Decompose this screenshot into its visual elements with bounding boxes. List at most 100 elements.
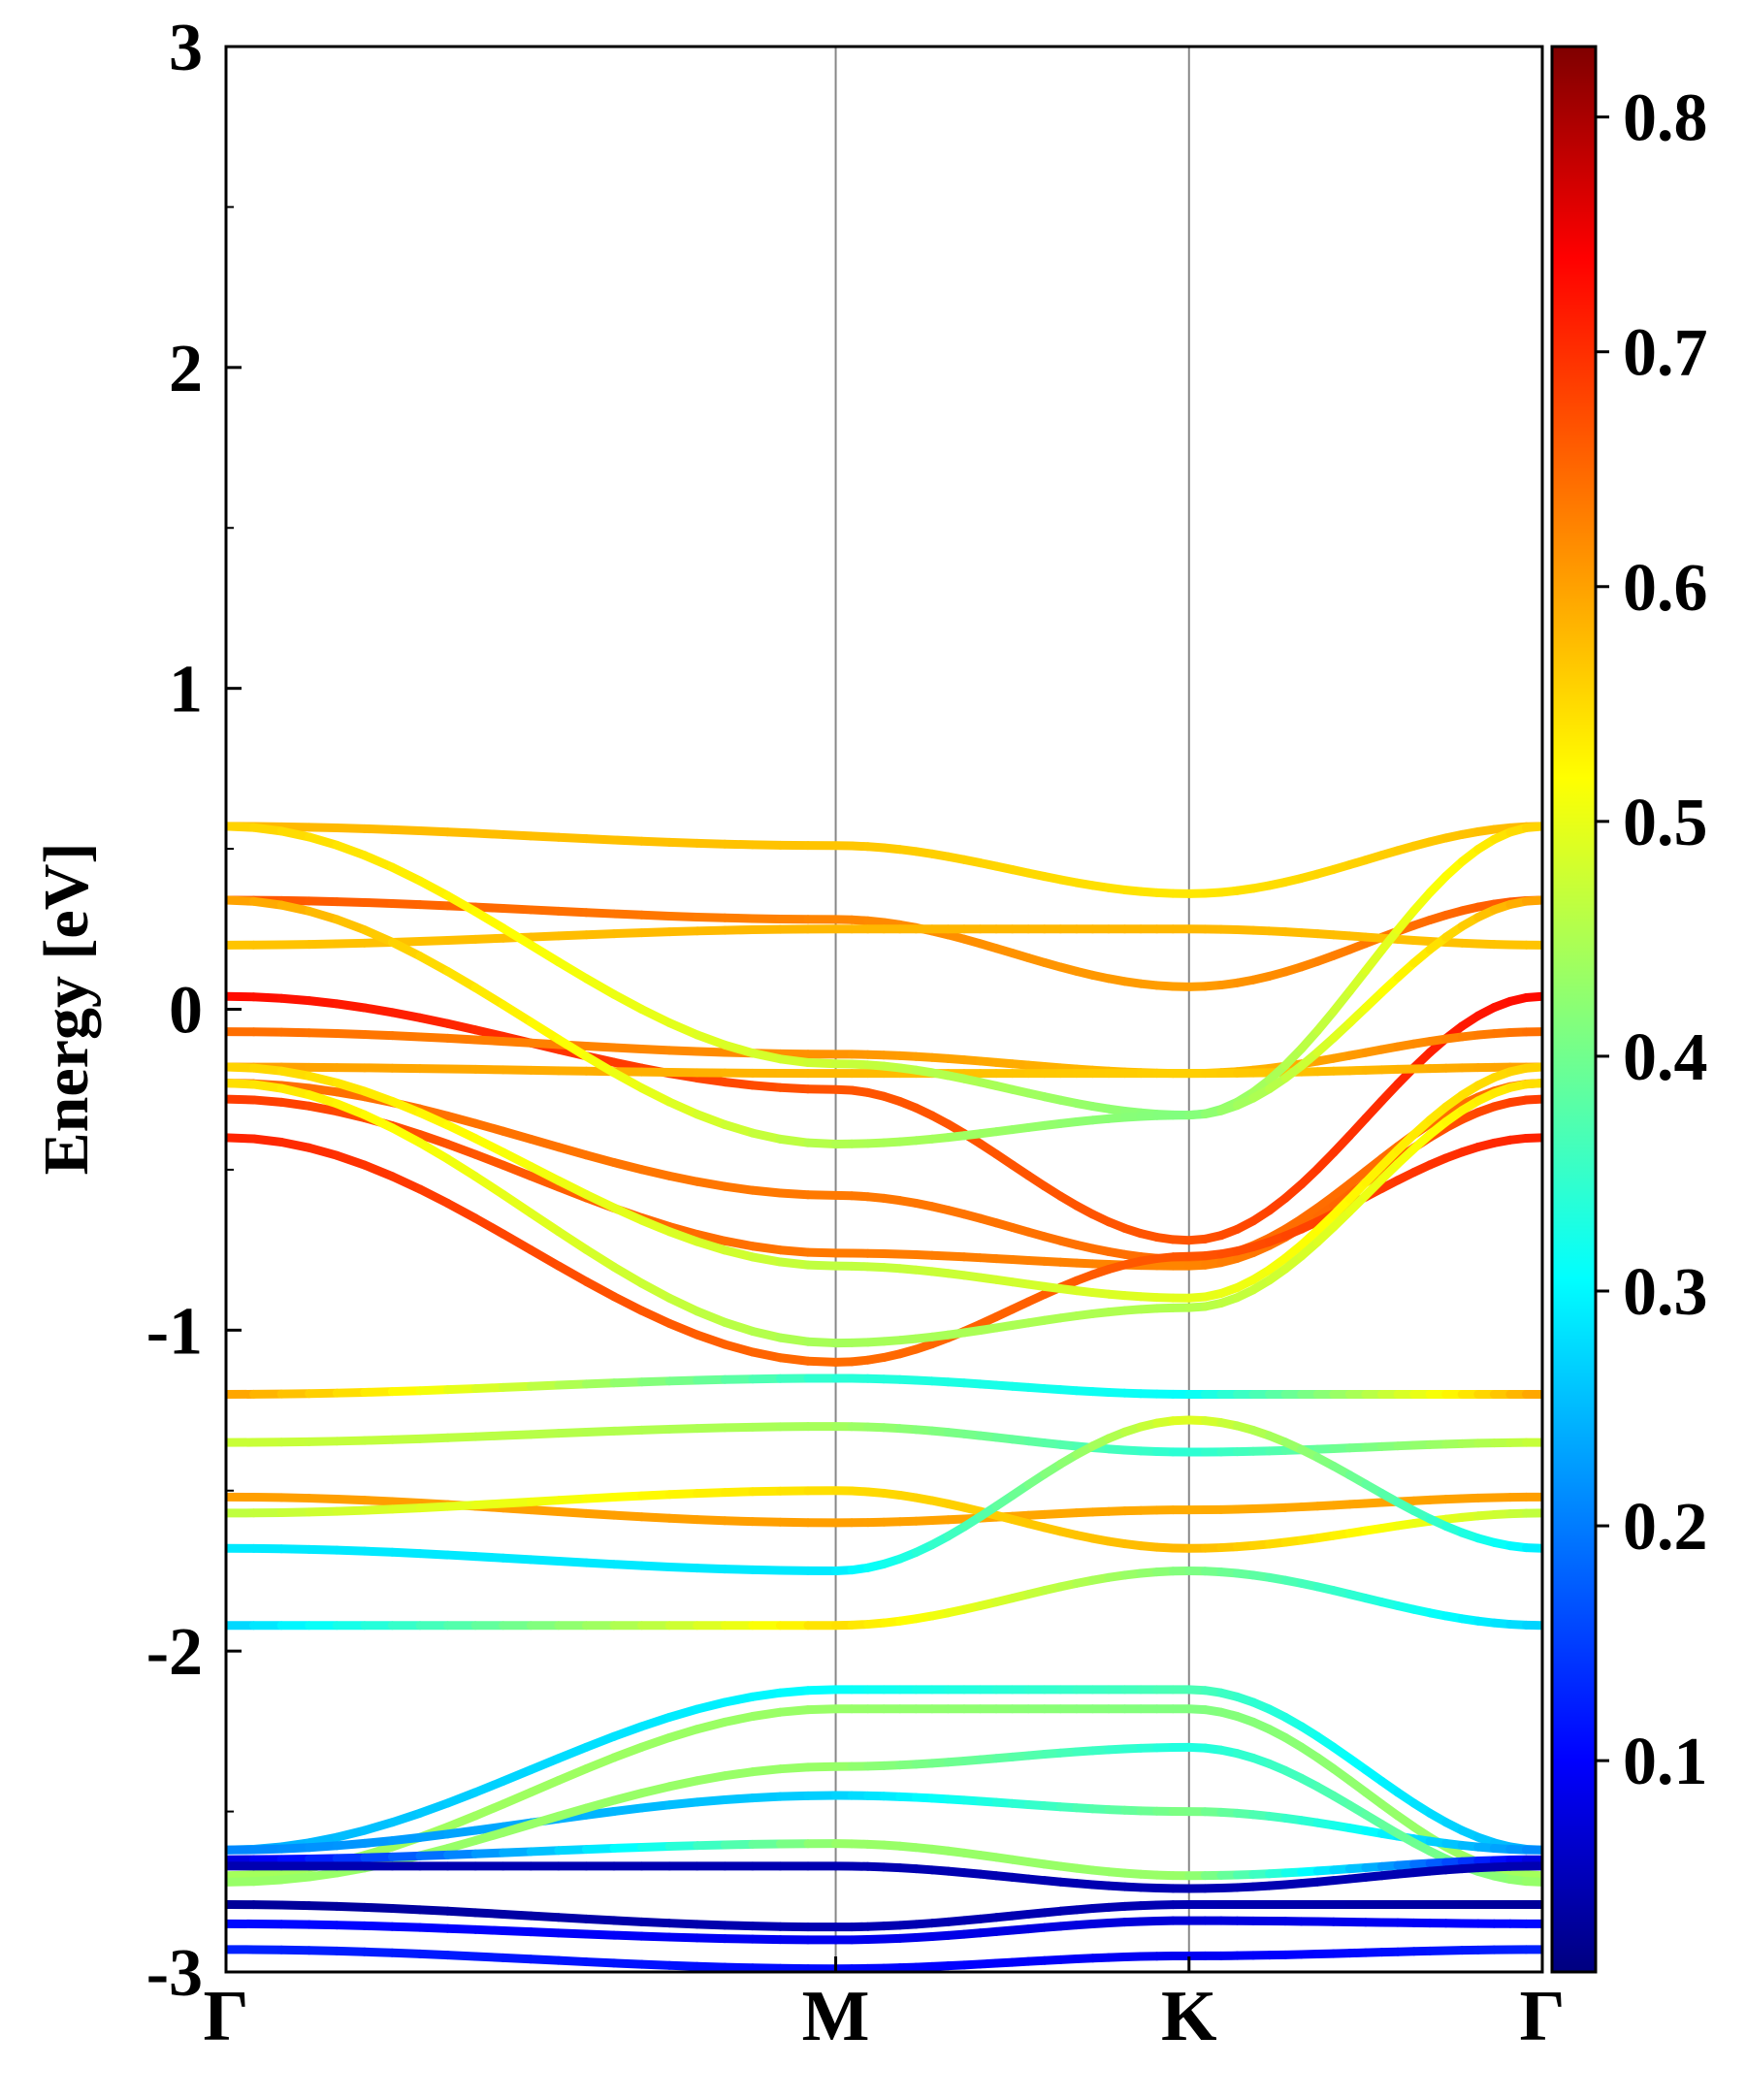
band-segment (420, 1189, 448, 1204)
y-axis-label: Energy [eV] (31, 843, 102, 1176)
band-segment (475, 1218, 503, 1234)
colorbar-tick-label: 0.8 (1623, 81, 1708, 156)
band-segment (642, 1717, 670, 1726)
band-segment (642, 1010, 670, 1023)
colorbar-tick-label: 0.1 (1623, 1725, 1708, 1799)
band-segment (697, 1335, 726, 1344)
band-segment (614, 1747, 642, 1758)
band-segment (531, 1759, 559, 1770)
kpoint-label: Γ (1519, 1977, 1565, 2056)
band-segment (669, 1298, 697, 1311)
kpoint-label: K (1161, 1977, 1217, 2056)
colorbar-tick-label: 0.7 (1623, 316, 1708, 391)
band-segment (614, 1208, 642, 1220)
band-segment (448, 1204, 476, 1218)
band-segment (1526, 1083, 1542, 1084)
band-segment (503, 1234, 532, 1249)
band-segment (1526, 1067, 1542, 1068)
band-segment (337, 920, 365, 930)
band-segment (1526, 996, 1542, 997)
band-segment (642, 1283, 670, 1298)
colorbar-tick-label: 0.5 (1623, 786, 1708, 860)
band-segment (614, 1297, 642, 1311)
band-segment (365, 856, 393, 867)
band-segment (365, 1165, 393, 1177)
band-segment (697, 1035, 726, 1045)
band-segment (531, 1213, 559, 1232)
band-segment (475, 1139, 503, 1152)
band-segment (448, 1816, 476, 1826)
y-tick-label: -2 (146, 1615, 203, 1690)
kpoint-label: M (802, 1977, 870, 2056)
band-segment (475, 987, 503, 1005)
bands-layer (226, 47, 1542, 1972)
band-segment (586, 1249, 614, 1267)
colorbar-gradient (1552, 47, 1596, 1972)
band-segment (475, 1804, 503, 1816)
band-segment (392, 1177, 420, 1189)
band-line (226, 1570, 1542, 1625)
band-segment (309, 1095, 338, 1104)
band-segment (614, 994, 642, 1009)
band-segment (642, 1310, 670, 1323)
band-segment (586, 1736, 614, 1747)
band-segment (531, 1780, 559, 1792)
band-segment (586, 1758, 614, 1768)
band-segment (559, 1266, 587, 1281)
band-segment (337, 1155, 365, 1165)
band-segment (586, 979, 614, 994)
band-segment (475, 1154, 503, 1165)
band-segment (725, 1322, 753, 1331)
colorbar-tick-label: 0.6 (1623, 551, 1708, 626)
band-segment (337, 845, 365, 855)
colorbar-tick-label: 0.3 (1623, 1255, 1708, 1330)
band-segment (1526, 900, 1542, 901)
plot-frame (226, 47, 1542, 1972)
band-segment (448, 1145, 476, 1155)
band-segment (586, 1195, 614, 1209)
band-segment (531, 945, 559, 961)
band-segment (531, 1022, 559, 1040)
band-segment (392, 1101, 420, 1113)
band-segment (697, 1311, 726, 1322)
kpoint-label: Γ (203, 1977, 248, 2056)
colorbar: 0.10.20.30.40.50.60.70.8 (1552, 47, 1708, 1972)
y-tick-label: 2 (169, 332, 203, 406)
band-line (226, 1427, 1542, 1452)
band-segment (1526, 826, 1542, 828)
band-segment (1526, 1882, 1542, 1883)
band-line (226, 1083, 1542, 1343)
band-segment (503, 1005, 532, 1022)
y-tick-label: 0 (169, 974, 203, 1049)
band-segment (586, 1281, 614, 1296)
band-segment (697, 1115, 726, 1125)
band-segment (475, 1177, 503, 1195)
band-segment (448, 1125, 476, 1139)
band-segment (1526, 1099, 1542, 1100)
band-segment (1526, 1875, 1542, 1876)
colorbar-tick-label: 0.4 (1623, 1020, 1708, 1095)
band-segment (642, 1088, 670, 1102)
band-segment (448, 1159, 476, 1177)
band-segment (503, 1195, 532, 1213)
y-tick-label: -1 (146, 1294, 203, 1369)
band-segment (475, 1781, 503, 1793)
band-segment (559, 962, 587, 979)
band-segment (669, 1323, 697, 1335)
band-segment (614, 1727, 642, 1736)
band-segment (448, 1793, 476, 1803)
band-segment (420, 956, 448, 972)
band-line (226, 1378, 1542, 1395)
band-segment (365, 1115, 393, 1128)
y-tick-label: 3 (169, 11, 203, 85)
band-segment (503, 1793, 532, 1804)
band-segment (392, 867, 420, 881)
band-line (226, 1950, 1542, 1969)
band-segment (559, 1747, 587, 1759)
band-segment (531, 1250, 559, 1266)
band-segment (475, 912, 503, 928)
band-segment (1526, 1548, 1542, 1549)
y-tick-label: -3 (146, 1936, 203, 2011)
